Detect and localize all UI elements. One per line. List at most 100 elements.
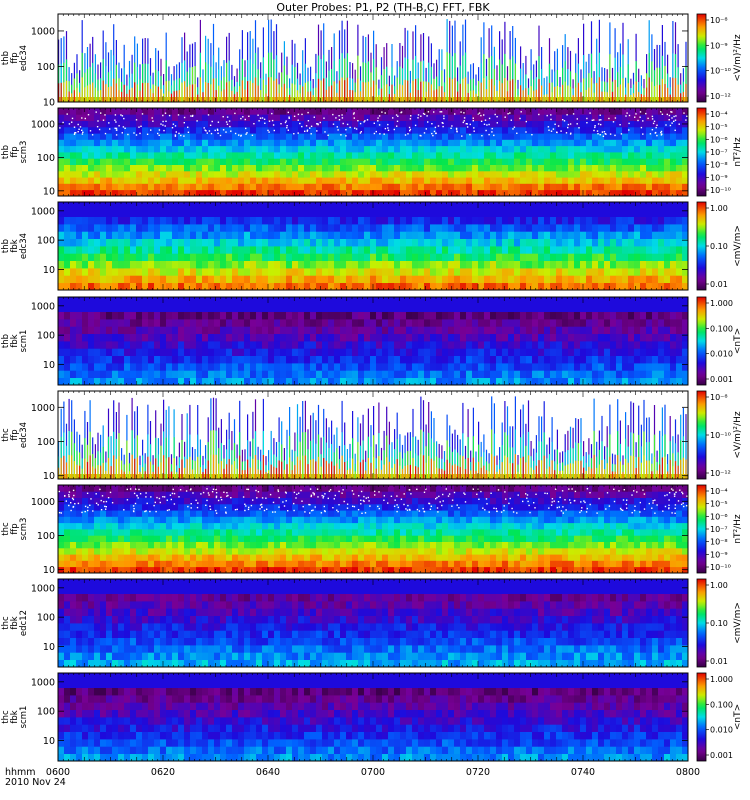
y-tick-label: 1000: [31, 206, 55, 217]
y-tick-label: 10: [43, 642, 55, 653]
panel-label-line: scm3: [19, 518, 29, 541]
colorbar-tick-label: 0.001: [710, 375, 733, 384]
y-tick-label: 1000: [31, 497, 55, 508]
colorbar-label: <V/m)²/Hz: [733, 411, 743, 458]
y-tick-label: 100: [37, 331, 55, 342]
panel-label-line: edc34: [19, 422, 29, 448]
noise-speckle: [59, 111, 690, 137]
panel-label-line: ffp: [10, 146, 20, 157]
panel-label-line: thc: [1, 522, 11, 536]
colorbar-tick-label: 0.001: [710, 751, 733, 760]
colorbar-tick-label: 10⁻⁸: [710, 393, 728, 402]
colorbar-tick-label: 0.10: [710, 619, 728, 628]
panel-label-line: scm1: [19, 706, 29, 729]
panel-label-line: scm3: [19, 141, 29, 164]
panel-label-line: fbk: [10, 616, 20, 629]
colorbar: [696, 390, 707, 480]
y-tick-label: 10: [43, 265, 55, 276]
colorbar: [696, 672, 707, 762]
colorbar: [696, 201, 707, 291]
panel-label-line: fbk: [10, 710, 20, 723]
colorbar: [696, 578, 707, 668]
panel-label: thc fbk scm1: [1, 706, 29, 729]
panel-thb-fbk-scm1: 10 100 1000 thb fbk scm1 1.000 0.100 0.010 0.001 <…: [1, 296, 743, 386]
colorbar-tick-label: 10⁻⁹: [710, 41, 728, 50]
colorbar-tick-label: 10⁻¹⁰: [710, 67, 731, 76]
colorbar-tick-label: 10⁻¹⁰: [710, 431, 731, 440]
panel-label: thc ffp scm3: [1, 518, 29, 541]
x-tick-label: 0800: [676, 767, 700, 778]
colorbar-tick-label: 10⁻⁴: [710, 487, 728, 496]
y-tick-label: 10: [43, 736, 55, 747]
panel-label-line: ffp: [10, 429, 20, 440]
y-tick-label: 100: [37, 437, 55, 448]
spectrogram-image: [58, 579, 689, 668]
y-tick-label: 1000: [31, 403, 55, 414]
colorbar-tick-label: 0.01: [710, 280, 728, 289]
colorbar-tick-label: 10⁻⁷: [710, 525, 728, 534]
spectrogram-image: [58, 202, 689, 291]
colorbar-tick-label: 10⁻⁴: [710, 110, 728, 119]
x-tick-label: 0640: [256, 767, 280, 778]
panel-label-line: edc12: [19, 610, 29, 636]
panel-thb-fbk-edc34: 10 100 1000 thb fbk edc34 1.00 0.10 0.01 <mV/m>: [1, 201, 743, 291]
y-tick-label: 1000: [31, 26, 55, 37]
panel-label-line: edc34: [19, 45, 29, 71]
colorbar-tick-label: 10⁻⁹: [710, 173, 728, 182]
y-tick-label: 1000: [31, 677, 55, 688]
colorbar-tick-label: 10⁻⁵: [710, 500, 728, 509]
panel-thc-fbk-edc12: 10 100 1000 thc fbk edc12 1.00 0.10 0.01 <mV/m>: [1, 578, 743, 668]
colorbar-tick-label: 10⁻⁷: [710, 148, 728, 157]
colorbar-tick-label: 10⁻⁶: [710, 512, 728, 521]
x-tick-label: 0620: [151, 767, 175, 778]
panel-label: thb fbk edc34: [1, 233, 29, 259]
panel-label-line: thc: [1, 710, 11, 724]
x-tick-label: 0720: [466, 767, 490, 778]
colorbar-tick-label: 1.00: [710, 581, 728, 590]
panel-label: thb fbk scm1: [1, 330, 29, 353]
panel-label-line: ffp: [10, 52, 20, 63]
colorbar-tick-label: 0.10: [710, 242, 728, 251]
colorbar-label: <mV/m>: [733, 225, 743, 267]
y-tick-label: 10: [43, 471, 55, 482]
y-tick-label: 1000: [31, 583, 55, 594]
colorbar-label: <nT>: [733, 704, 743, 730]
panel-label: thb ffp scm3: [1, 141, 29, 164]
colorbar-label: <V/m)²/Hz: [733, 34, 743, 81]
spectrogram-image: [58, 485, 689, 574]
colorbar-tick-label: 0.010: [710, 350, 733, 359]
y-tick-label: 10: [43, 360, 55, 371]
panel-label-line: edc34: [19, 233, 29, 259]
colorbar: [696, 484, 707, 574]
panel-label-line: thc: [1, 616, 11, 630]
colorbar: [696, 107, 707, 197]
colorbar-label: nT²/Hz: [733, 137, 743, 167]
noise-speckle: [58, 488, 688, 514]
spectrogram-image: [58, 108, 690, 197]
panel-label-line: thb: [1, 145, 11, 159]
y-tick-label: 10: [43, 565, 55, 576]
y-tick-label: 10: [43, 186, 55, 197]
colorbar-tick-label: 10⁻⁶: [710, 135, 728, 144]
panel-thc-fbk-scm1: 10 100 1000 thc fbk scm1 1.000 0.100 0.010 0.001 <…: [1, 672, 743, 762]
colorbar: [696, 13, 707, 103]
panel-label-line: thb: [1, 334, 11, 348]
colorbar-tick-label: 10⁻¹⁰: [710, 186, 731, 195]
panel-label-line: scm1: [19, 330, 29, 353]
y-tick-label: 1000: [31, 119, 55, 130]
colorbar-label: <mV/m>: [733, 602, 743, 644]
y-tick-label: 1000: [31, 301, 55, 312]
panel-label: thc fbk edc12: [1, 610, 29, 636]
y-tick-label: 10: [43, 98, 55, 109]
colorbar-tick-label: 10⁻⁸: [710, 538, 728, 547]
y-tick-label: 100: [37, 236, 55, 247]
x-tick-label: 0600: [46, 767, 70, 778]
colorbar-label: <nT>: [733, 328, 743, 354]
colorbar-tick-label: 1.00: [710, 204, 728, 213]
